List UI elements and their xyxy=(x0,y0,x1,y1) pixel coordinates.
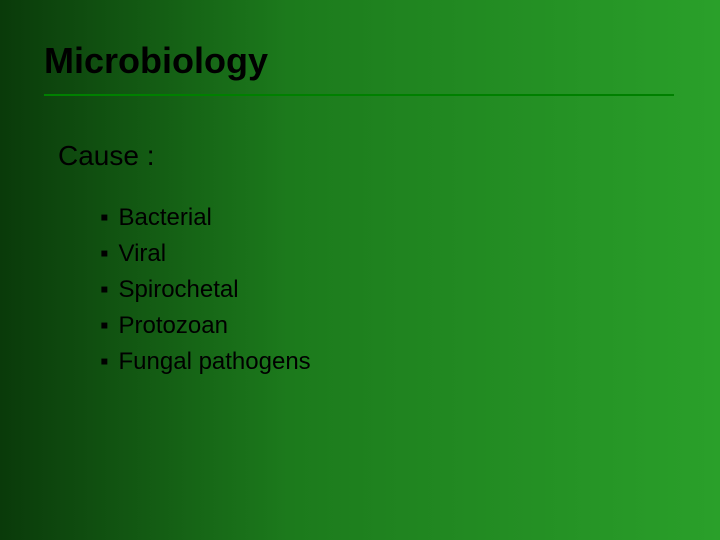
bullet-text: Protozoan xyxy=(119,308,228,344)
bullet-marker-icon: ▪ xyxy=(100,344,109,380)
bullet-text: Fungal pathogens xyxy=(119,344,311,380)
slide: Microbiology Cause : ▪ Bacterial ▪ Viral… xyxy=(0,0,720,540)
bullet-text: Bacterial xyxy=(119,200,212,236)
list-item: ▪ Bacterial xyxy=(100,200,311,236)
slide-title: Microbiology xyxy=(44,40,268,82)
list-item: ▪ Spirochetal xyxy=(100,272,311,308)
bullet-marker-icon: ▪ xyxy=(100,236,109,272)
bullet-marker-icon: ▪ xyxy=(100,272,109,308)
list-item: ▪ Protozoan xyxy=(100,308,311,344)
list-item: ▪ Viral xyxy=(100,236,311,272)
bullet-marker-icon: ▪ xyxy=(100,308,109,344)
bullet-text: Viral xyxy=(119,236,167,272)
bullet-marker-icon: ▪ xyxy=(100,200,109,236)
title-underline xyxy=(44,94,674,96)
slide-subheading: Cause : xyxy=(58,140,155,172)
bullet-text: Spirochetal xyxy=(119,272,239,308)
bullet-list: ▪ Bacterial ▪ Viral ▪ Spirochetal ▪ Prot… xyxy=(100,200,311,380)
list-item: ▪ Fungal pathogens xyxy=(100,344,311,380)
